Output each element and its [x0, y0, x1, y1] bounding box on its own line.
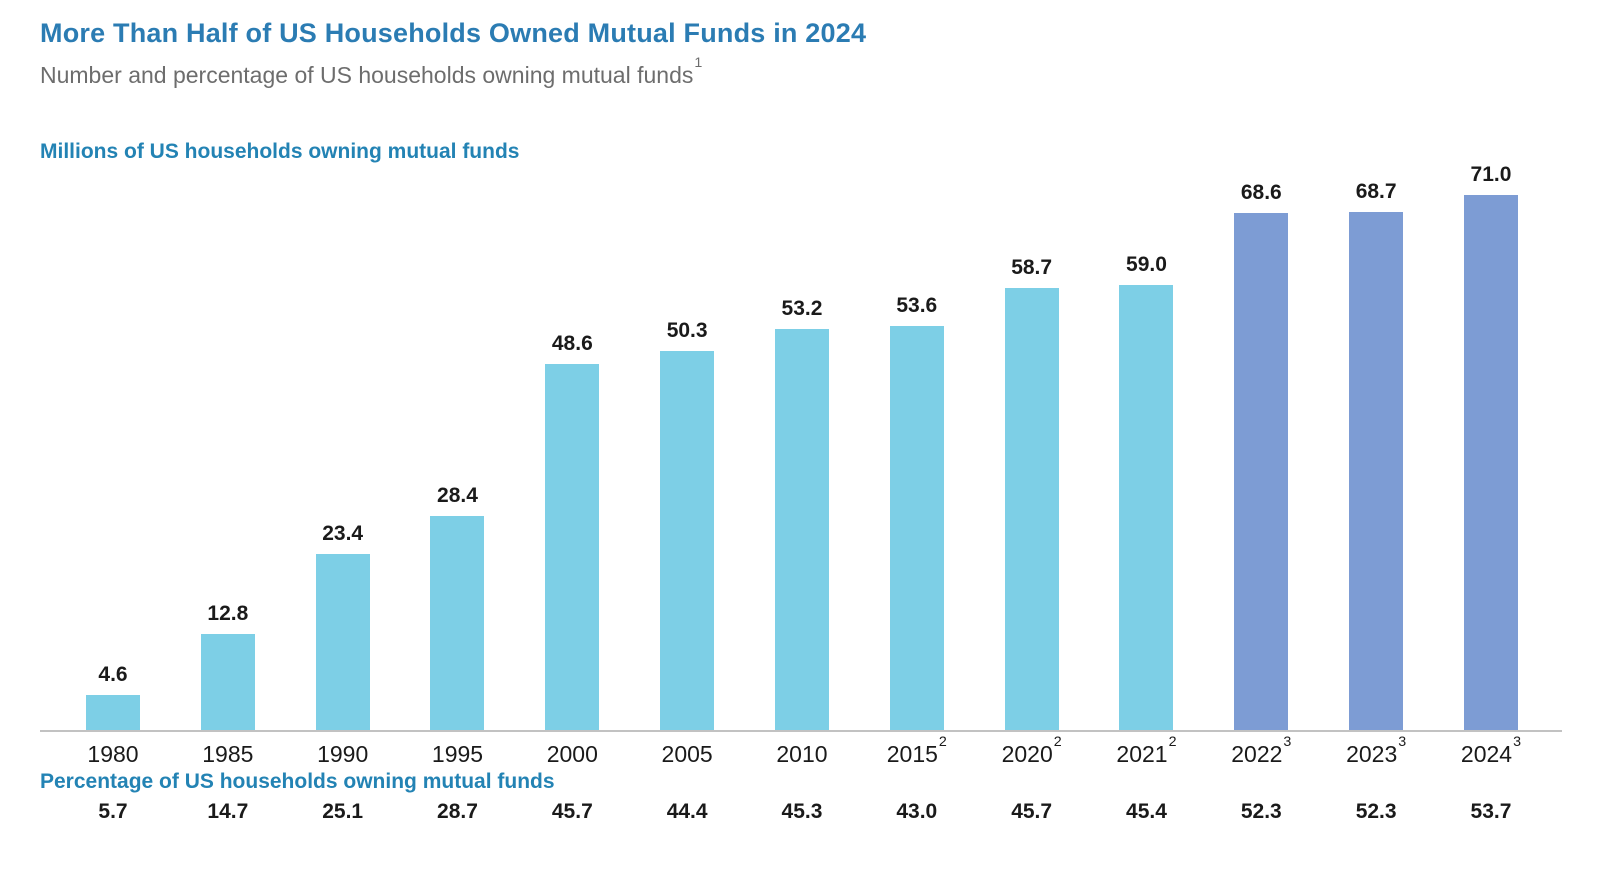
bar-value-label: 4.6: [98, 663, 128, 687]
year-label: 2010: [776, 741, 828, 767]
bar-value-label: 48.6: [551, 331, 593, 355]
pct-value: 52.3: [1355, 800, 1397, 823]
year-footnote-marker: 2: [938, 733, 947, 750]
subtitle-footnote-marker: 1: [694, 54, 703, 71]
bar-value-label: 68.7: [1355, 180, 1397, 204]
pct-value: 44.4: [666, 800, 708, 823]
bar-value-label: 71.0: [1470, 163, 1512, 186]
year-label: 1985: [202, 741, 254, 767]
year-footnote-marker: 2: [1168, 733, 1177, 750]
year-label: 1995: [431, 741, 484, 767]
page-subtitle: Number and percentage of US households o…: [40, 55, 702, 89]
year-footnote-marker: 3: [1283, 733, 1292, 750]
bar-2000: [545, 363, 600, 730]
percentage-values-row: 5.7 14.7 25.1 28.7 45.7 44.4 45.3 43.0 45.7 45.4 5…: [40, 800, 1562, 830]
bar-1995: [430, 516, 485, 730]
bar-2023: [1349, 212, 1404, 730]
bar-value-label: 12.8: [207, 601, 249, 625]
x-axis-tick-labels: 1980 1985 1990 1995 2000 2005 2010 20152 20202 20…: [40, 733, 1562, 771]
year-footnote-marker: 3: [1398, 733, 1407, 750]
axis-label-millions: Millions of US households owning mutual …: [40, 140, 520, 163]
year-label: 2005: [661, 741, 713, 767]
bar-2020: [1004, 287, 1059, 730]
pct-value: 25.1: [322, 800, 364, 823]
bar-value-label: 58.7: [1011, 255, 1053, 279]
bar-1990: [315, 553, 370, 730]
axis-label-percentage: Percentage of US households owning mutua…: [40, 770, 555, 793]
bar-2021: [1119, 285, 1174, 730]
page-title: More Than Half of US Households Owned Mu…: [40, 18, 867, 48]
bar-2010: [774, 329, 829, 730]
pct-value: 53.7: [1470, 800, 1512, 823]
year-label: 20212: [1116, 733, 1177, 767]
year-label: 20152: [886, 733, 947, 767]
bar-value-label: 59.0: [1126, 253, 1167, 277]
pct-value: 45.7: [1011, 800, 1053, 823]
bar-2005: [660, 351, 715, 730]
year-label: 1980: [87, 741, 139, 767]
pct-value: 14.7: [207, 800, 249, 823]
pct-value: 45.7: [551, 800, 593, 823]
year-label: 2000: [546, 741, 598, 767]
bar-2024: [1463, 195, 1518, 730]
bar-value-label: 53.2: [781, 297, 823, 321]
bar-value-label: 28.4: [437, 484, 478, 507]
bar-2022: [1234, 213, 1289, 730]
subtitle-text: Number and percentage of US households o…: [40, 62, 694, 88]
plot-area: 4.6 12.8 23.4 28.4 48.6 50.3 53.2 53.6 58.7 59.0 6…: [40, 163, 1562, 730]
year-label: 20233: [1346, 733, 1407, 767]
bar-value-label: 23.4: [322, 521, 364, 545]
pct-value: 45.3: [781, 800, 823, 823]
bar-2015: [889, 326, 944, 730]
bar-value-label: 68.6: [1240, 181, 1282, 205]
pct-value: 5.7: [98, 800, 128, 823]
year-label: 20223: [1231, 733, 1292, 767]
pct-value: 28.7: [437, 800, 478, 823]
bar-1980: [86, 695, 140, 730]
year-label: 20202: [1001, 733, 1062, 767]
bar-value-label: 50.3: [666, 318, 708, 342]
year-footnote-marker: 2: [1053, 733, 1062, 750]
year-label: 20243: [1460, 733, 1522, 767]
pct-value: 43.0: [896, 800, 938, 823]
year-label: 1990: [317, 741, 369, 767]
pct-value: 52.3: [1240, 800, 1282, 823]
year-footnote-marker: 3: [1513, 733, 1522, 750]
x-axis-line: [40, 730, 1562, 732]
pct-value: 45.4: [1126, 800, 1167, 823]
bar-value-label: 53.6: [896, 294, 938, 318]
bar-1985: [200, 633, 255, 730]
